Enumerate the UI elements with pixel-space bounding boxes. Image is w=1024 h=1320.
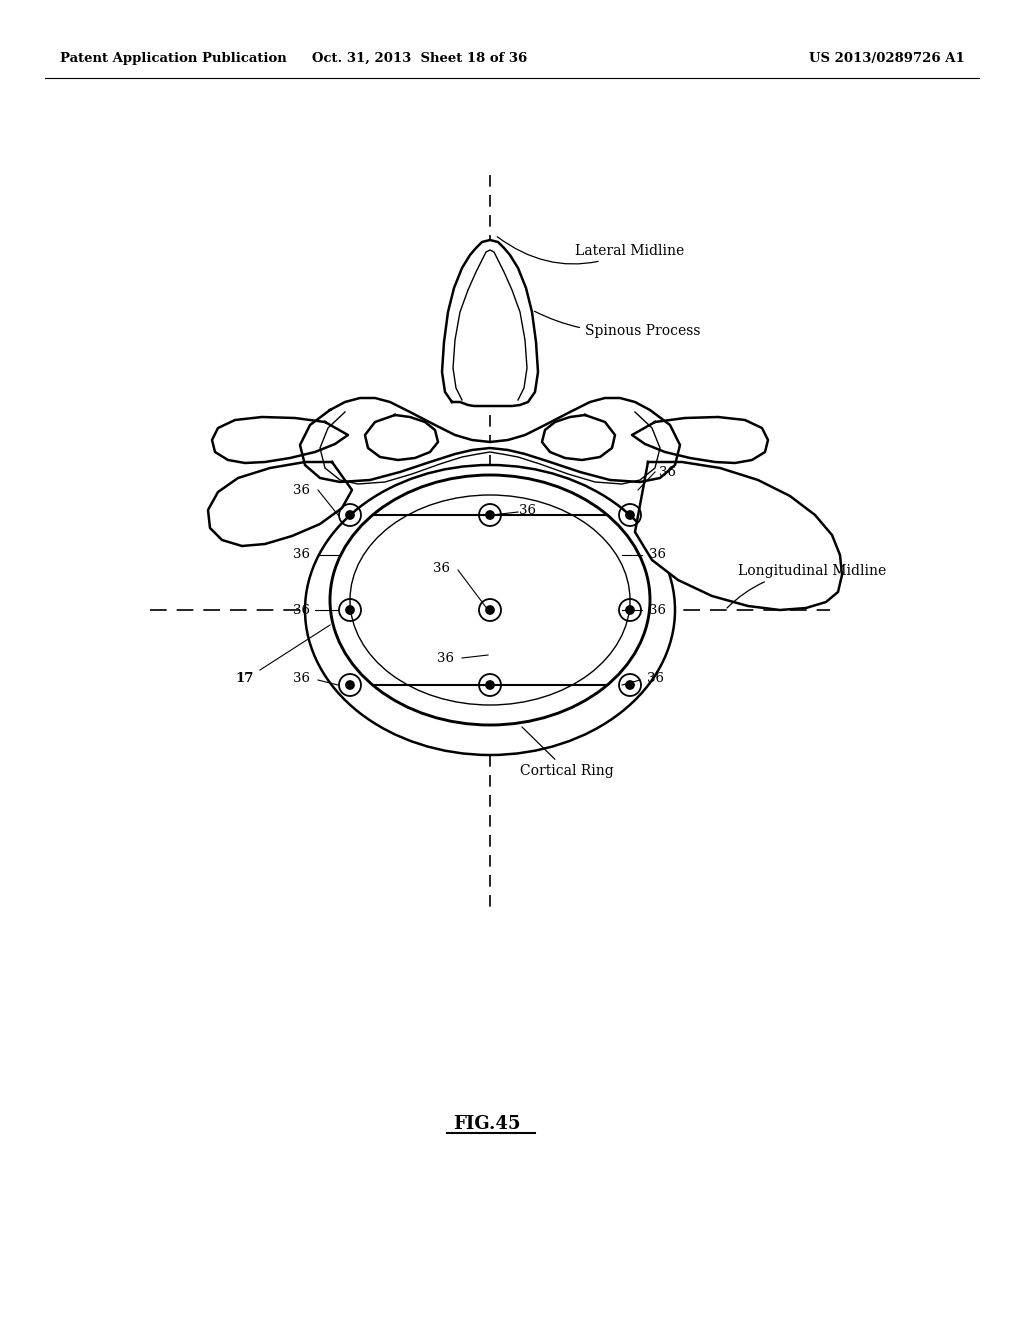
Text: 36: 36 (659, 466, 677, 479)
Text: US 2013/0289726 A1: US 2013/0289726 A1 (809, 51, 965, 65)
Text: 36: 36 (646, 672, 664, 685)
Text: 36: 36 (294, 483, 310, 496)
Text: Lateral Midline: Lateral Midline (498, 236, 684, 264)
Polygon shape (442, 240, 538, 407)
Text: 36: 36 (436, 652, 454, 664)
Text: FIG.45: FIG.45 (454, 1115, 521, 1133)
Ellipse shape (330, 475, 650, 725)
Text: Cortical Ring: Cortical Ring (520, 727, 613, 777)
Circle shape (626, 606, 634, 614)
Text: Longitudinal Midline: Longitudinal Midline (727, 564, 886, 609)
Polygon shape (635, 462, 842, 610)
Circle shape (626, 511, 634, 519)
Text: 36: 36 (294, 672, 310, 685)
Polygon shape (208, 462, 352, 546)
Polygon shape (365, 414, 438, 459)
Polygon shape (300, 399, 680, 482)
Text: 36: 36 (519, 503, 537, 516)
Polygon shape (212, 417, 348, 463)
Circle shape (485, 681, 495, 689)
Text: Oct. 31, 2013  Sheet 18 of 36: Oct. 31, 2013 Sheet 18 of 36 (312, 51, 527, 65)
Text: Patent Application Publication: Patent Application Publication (60, 51, 287, 65)
Ellipse shape (350, 495, 630, 705)
Ellipse shape (305, 465, 675, 755)
Text: 36: 36 (433, 561, 451, 574)
Text: 17: 17 (236, 672, 254, 685)
Circle shape (346, 681, 354, 689)
Circle shape (346, 606, 354, 614)
Circle shape (626, 681, 634, 689)
Text: 36: 36 (294, 549, 310, 561)
Circle shape (346, 511, 354, 519)
Text: 36: 36 (649, 549, 667, 561)
Text: 36: 36 (294, 603, 310, 616)
Circle shape (485, 511, 495, 519)
Circle shape (485, 606, 495, 614)
Polygon shape (632, 417, 768, 463)
Text: 36: 36 (649, 603, 667, 616)
Text: Spinous Process: Spinous Process (535, 312, 700, 338)
Polygon shape (542, 414, 615, 459)
